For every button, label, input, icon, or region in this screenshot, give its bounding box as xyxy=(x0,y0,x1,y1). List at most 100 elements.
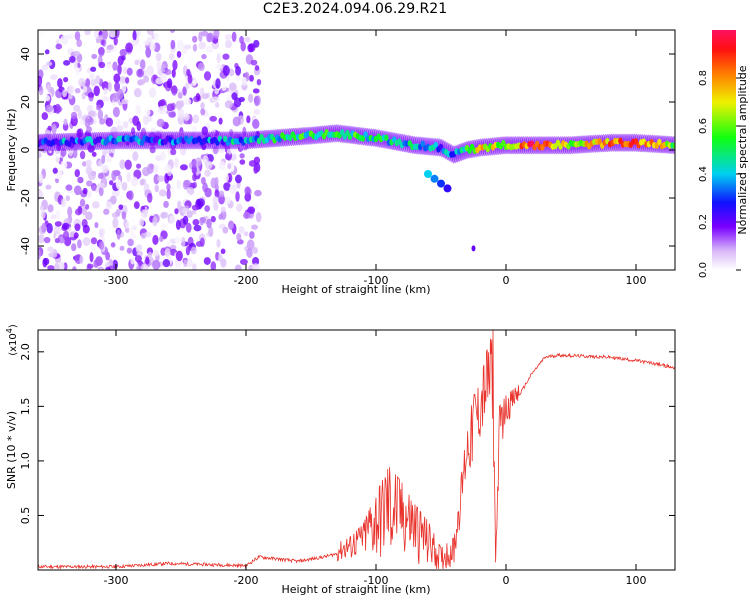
noise-speckle xyxy=(101,154,106,164)
noise-speckle xyxy=(204,169,211,177)
noise-speckle xyxy=(62,230,70,241)
noise-speckle xyxy=(170,30,175,34)
noise-speckle xyxy=(147,192,153,203)
noise-speckle xyxy=(87,110,96,117)
noise-speckle xyxy=(191,125,198,132)
noise-speckle xyxy=(67,206,73,217)
noise-speckle xyxy=(197,62,205,72)
noise-speckle xyxy=(233,97,242,108)
noise-speckle xyxy=(200,216,207,224)
spectrogram-y-ticks: -40 -20 0 20 40 xyxy=(19,47,675,255)
noise-speckle xyxy=(113,150,120,160)
noise-speckle xyxy=(200,176,206,185)
noise-speckle xyxy=(74,208,83,216)
noise-speckle xyxy=(85,78,91,88)
noise-speckle xyxy=(254,65,260,71)
noise-speckle xyxy=(247,43,254,53)
noise-speckle xyxy=(96,104,102,111)
noise-speckle xyxy=(254,95,260,107)
noise-speckle xyxy=(101,164,109,174)
noise-speckle xyxy=(117,64,122,75)
noise-speckle xyxy=(121,55,126,61)
noise-speckle xyxy=(38,151,42,158)
x-tick-label: 100 xyxy=(626,274,647,287)
noise-speckle xyxy=(140,263,149,270)
noise-speckle xyxy=(223,196,232,205)
noise-speckle xyxy=(198,41,206,50)
noise-speckle xyxy=(220,206,226,213)
noise-speckle xyxy=(192,263,197,270)
noise-speckle xyxy=(152,216,158,227)
noise-speckle xyxy=(222,226,229,234)
noise-speckle xyxy=(251,257,260,266)
spectrogram-x-ticks: -300 -200 -100 0 100 xyxy=(104,30,647,287)
noise-speckle xyxy=(195,157,202,167)
noise-speckle xyxy=(78,77,86,87)
noise-speckle xyxy=(66,33,74,40)
noise-speckle xyxy=(122,66,129,75)
noise-speckle xyxy=(134,59,140,66)
noise-speckle xyxy=(87,190,92,199)
noise-speckle xyxy=(163,200,169,209)
noise-speckle xyxy=(214,87,220,95)
noise-speckle xyxy=(164,248,171,258)
y-tick-label: 40 xyxy=(19,47,32,61)
noise-speckle xyxy=(47,204,54,213)
noise-speckle xyxy=(46,61,53,67)
noise-speckle xyxy=(170,85,178,94)
snr-marks xyxy=(38,330,675,570)
noise-speckle xyxy=(192,219,200,226)
noise-speckle xyxy=(136,250,143,257)
noise-speckle xyxy=(181,207,189,214)
noise-speckle xyxy=(180,164,188,171)
noise-speckle xyxy=(92,118,97,125)
noise-speckle xyxy=(246,115,251,124)
noise-speckle xyxy=(146,65,155,77)
noise-speckle xyxy=(72,50,81,57)
noise-speckle xyxy=(145,47,152,58)
noise-speckle xyxy=(108,180,114,186)
band-core xyxy=(67,140,72,148)
noise-speckle xyxy=(126,247,133,254)
noise-speckle xyxy=(154,184,160,193)
noise-speckle xyxy=(176,39,184,50)
noise-speckle xyxy=(210,261,217,270)
noise-speckle xyxy=(238,226,245,234)
noise-speckle xyxy=(43,236,51,244)
x-tick-label: -100 xyxy=(364,574,389,587)
noise-speckle xyxy=(156,118,165,128)
noise-speckle xyxy=(54,262,60,270)
y-tick-label: 2.0 xyxy=(19,343,32,361)
noise-speckle xyxy=(125,77,130,84)
noise-speckle xyxy=(82,187,88,195)
noise-speckle xyxy=(229,184,237,195)
noise-speckle xyxy=(252,119,260,129)
band-core xyxy=(433,141,438,149)
noise-speckle xyxy=(116,229,121,240)
noise-speckle xyxy=(152,234,159,246)
noise-speckle xyxy=(191,209,197,215)
noise-speckle xyxy=(195,93,201,101)
noise-speckle xyxy=(229,82,237,91)
noise-speckle xyxy=(192,114,200,124)
noise-speckle xyxy=(54,238,60,244)
noise-speckle xyxy=(147,251,153,259)
noise-speckle xyxy=(143,108,151,117)
noise-speckle xyxy=(68,94,73,100)
noise-speckle xyxy=(133,201,140,210)
noise-speckle xyxy=(162,259,171,268)
noise-speckle xyxy=(65,184,73,191)
noise-speckle xyxy=(186,210,193,218)
noise-speckle xyxy=(89,252,94,263)
x-tick-label: -300 xyxy=(104,574,129,587)
noise-speckle xyxy=(90,78,97,87)
noise-speckle xyxy=(50,214,57,220)
noise-speckle xyxy=(248,160,257,167)
noise-speckle xyxy=(90,237,98,245)
noise-speckle xyxy=(84,117,91,129)
noise-speckle xyxy=(156,60,162,71)
noise-speckle xyxy=(244,36,251,43)
noise-speckle xyxy=(132,225,137,231)
band-core xyxy=(139,139,145,146)
noise-speckle xyxy=(147,163,154,175)
